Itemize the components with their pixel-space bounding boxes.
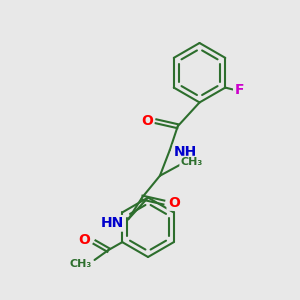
Text: CH₃: CH₃: [70, 259, 92, 269]
Text: O: O: [141, 114, 153, 128]
Text: NH: NH: [174, 145, 197, 159]
Text: CH₃: CH₃: [181, 157, 203, 167]
Text: F: F: [234, 82, 244, 97]
Text: O: O: [168, 196, 180, 209]
Text: O: O: [79, 233, 91, 247]
Text: HN: HN: [101, 216, 124, 230]
